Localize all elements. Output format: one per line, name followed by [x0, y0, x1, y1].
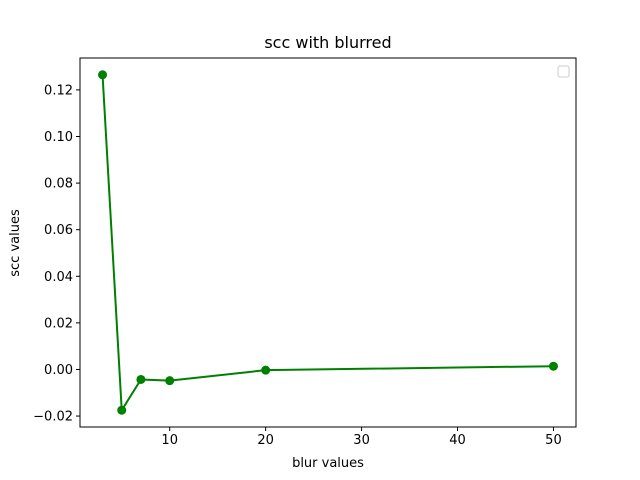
- chart-title: scc with blurred: [264, 33, 391, 52]
- data-point: [165, 376, 175, 386]
- y-tick-label: 0.00: [44, 363, 73, 378]
- legend-box: [557, 65, 570, 78]
- y-tick-label: 0.08: [44, 177, 73, 192]
- plot-area: 10 20 30 40 50 −0.02 0.00 0.02 0.04 0.06 0.08 0.10 0…: [33, 57, 577, 448]
- data-point: [98, 70, 108, 80]
- y-tick-label: 0.04: [44, 270, 73, 285]
- y-tick-label: −0.02: [33, 410, 73, 425]
- x-axis-label: blur values: [292, 456, 364, 471]
- x-tick-label: 10: [161, 433, 178, 448]
- y-tick-label: 0.06: [44, 223, 73, 238]
- x-tick-label: 30: [353, 433, 370, 448]
- series-line: [101, 74, 554, 412]
- data-point: [261, 365, 271, 375]
- x-tick-label: 20: [257, 433, 274, 448]
- data-point: [117, 405, 127, 415]
- y-tick-label: 0.12: [44, 83, 73, 98]
- y-axis-label: scc values: [8, 209, 23, 277]
- axes-frame: [79, 57, 577, 428]
- y-tick-label: 0.02: [44, 316, 73, 331]
- data-point: [136, 374, 146, 384]
- y-tick-label: 0.10: [44, 130, 73, 145]
- x-tick-label: 50: [545, 433, 562, 448]
- data-point: [548, 361, 558, 371]
- x-tick-label: 40: [449, 433, 466, 448]
